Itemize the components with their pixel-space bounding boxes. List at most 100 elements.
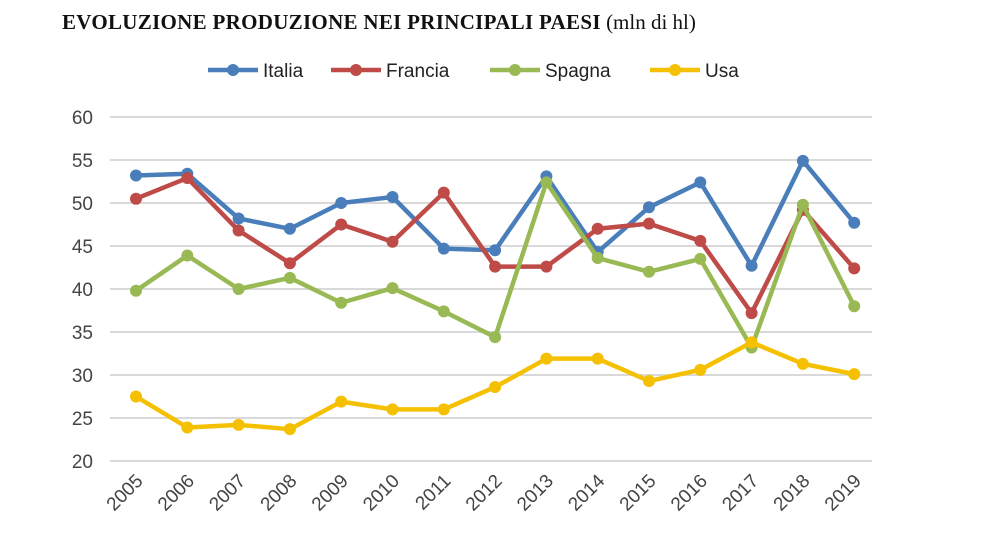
x-tick-label-2008: 2008 <box>257 471 302 516</box>
y-tick-label-45: 45 <box>72 237 93 258</box>
legend-marker-spagna <box>509 64 521 76</box>
legend-item-francia: Francia <box>331 61 450 82</box>
point-francia-2006 <box>181 172 194 185</box>
x-tick-label-2017: 2017 <box>718 471 763 516</box>
x-tick-label-2014: 2014 <box>564 470 609 515</box>
point-usa-2017 <box>745 336 758 349</box>
point-spagna-2007 <box>232 283 245 295</box>
point-usa-2005 <box>130 390 142 403</box>
chart-title-unit: (mln di hl) <box>606 10 696 34</box>
point-francia-2019 <box>848 262 861 275</box>
point-francia-2010 <box>386 235 399 248</box>
point-spagna-2015 <box>643 265 655 278</box>
point-italia-2011 <box>437 242 450 255</box>
x-tick-label-2018: 2018 <box>770 471 815 516</box>
point-spagna-2014 <box>591 252 604 265</box>
point-usa-2014 <box>591 352 604 365</box>
x-tick-label-2006: 2006 <box>154 471 199 516</box>
x-tick-label-2007: 2007 <box>205 471 250 516</box>
legend-label-italia: Italia <box>263 61 304 82</box>
point-italia-2019 <box>848 216 861 229</box>
point-italia-2016 <box>694 176 707 189</box>
point-italia-2010 <box>386 190 399 203</box>
point-spagna-2013 <box>540 176 553 189</box>
x-tick-label-2013: 2013 <box>513 471 558 516</box>
legend-item-spagna: Spagna <box>490 61 611 82</box>
x-tick-label-2011: 2011 <box>412 471 456 515</box>
point-usa-2013 <box>540 352 553 365</box>
point-usa-2012 <box>489 381 502 394</box>
point-francia-2014 <box>591 222 604 235</box>
point-spagna-2011 <box>437 305 450 318</box>
point-francia-2007 <box>232 224 245 237</box>
legend-marker-usa <box>669 64 681 76</box>
point-usa-2011 <box>437 403 450 416</box>
point-usa-2008 <box>283 423 296 436</box>
x-tick-label-2010: 2010 <box>359 471 404 516</box>
legend-label-francia: Francia <box>386 61 450 82</box>
point-italia-2015 <box>643 201 655 214</box>
point-francia-2016 <box>694 234 707 247</box>
point-francia-2013 <box>540 260 553 273</box>
legend: Italia Francia Spagna Usa <box>208 61 739 82</box>
x-tick-label-2019: 2019 <box>821 471 866 516</box>
legend-label-spagna: Spagna <box>545 61 611 82</box>
point-usa-2010 <box>386 403 399 416</box>
y-tick-label-40: 40 <box>72 280 93 301</box>
point-francia-2005 <box>130 192 142 205</box>
point-usa-2019 <box>848 368 861 381</box>
x-tick-label-2012: 2012 <box>462 471 507 516</box>
y-tick-label-20: 20 <box>72 452 93 473</box>
y-tick-label-35: 35 <box>72 323 93 344</box>
x-tick-label-2005: 2005 <box>103 471 148 516</box>
point-usa-2009 <box>335 395 348 408</box>
x-tick-label-2009: 2009 <box>308 471 353 516</box>
legend-item-usa: Usa <box>650 61 739 82</box>
point-francia-2009 <box>335 218 348 231</box>
point-spagna-2016 <box>694 252 707 265</box>
point-spagna-2012 <box>489 331 502 344</box>
point-spagna-2018 <box>796 198 809 211</box>
point-italia-2018 <box>796 154 809 167</box>
point-francia-2011 <box>437 186 450 199</box>
x-tick-label-2016: 2016 <box>667 471 712 516</box>
legend-item-italia: Italia <box>208 61 304 82</box>
point-usa-2007 <box>232 418 245 431</box>
point-usa-2015 <box>643 375 655 388</box>
y-axis: 20 25 30 35 40 45 50 55 60 <box>72 108 93 473</box>
point-francia-2008 <box>283 257 296 270</box>
point-italia-2005 <box>130 169 142 182</box>
point-spagna-2008 <box>283 271 296 284</box>
chart-title-main: EVOLUZIONE PRODUZIONE NEI PRINCIPALI PAE… <box>62 10 601 34</box>
legend-marker-francia <box>350 64 362 76</box>
point-usa-2016 <box>694 363 707 376</box>
point-spagna-2010 <box>386 282 399 295</box>
legend-marker-italia <box>227 64 239 76</box>
y-tick-label-55: 55 <box>72 151 93 172</box>
gridlines <box>110 116 872 462</box>
chart-title: EVOLUZIONE PRODUZIONE NEI PRINCIPALI PAE… <box>62 10 696 35</box>
y-tick-label-50: 50 <box>72 194 93 215</box>
point-francia-2015 <box>643 217 655 230</box>
y-tick-label-60: 60 <box>72 108 93 129</box>
series-italia <box>130 154 861 272</box>
point-italia-2009 <box>335 197 348 209</box>
x-axis: 2005 2006 2007 2008 2009 2010 2011 2012 2013 2014… <box>103 470 866 515</box>
point-spagna-2006 <box>181 249 194 262</box>
point-italia-2007 <box>232 212 245 225</box>
point-spagna-2009 <box>335 296 348 309</box>
series-francia <box>130 172 861 320</box>
point-spagna-2019 <box>848 300 861 313</box>
point-italia-2008 <box>283 222 296 235</box>
point-italia-2017 <box>745 259 758 272</box>
series-usa <box>130 336 861 436</box>
legend-label-usa: Usa <box>705 61 739 82</box>
y-tick-label-30: 30 <box>72 366 93 387</box>
point-italia-2012 <box>489 244 502 257</box>
point-francia-2017 <box>745 307 758 320</box>
point-francia-2012 <box>489 260 502 273</box>
point-usa-2006 <box>181 421 194 434</box>
point-spagna-2005 <box>130 284 142 297</box>
x-tick-label-2015: 2015 <box>616 471 661 516</box>
